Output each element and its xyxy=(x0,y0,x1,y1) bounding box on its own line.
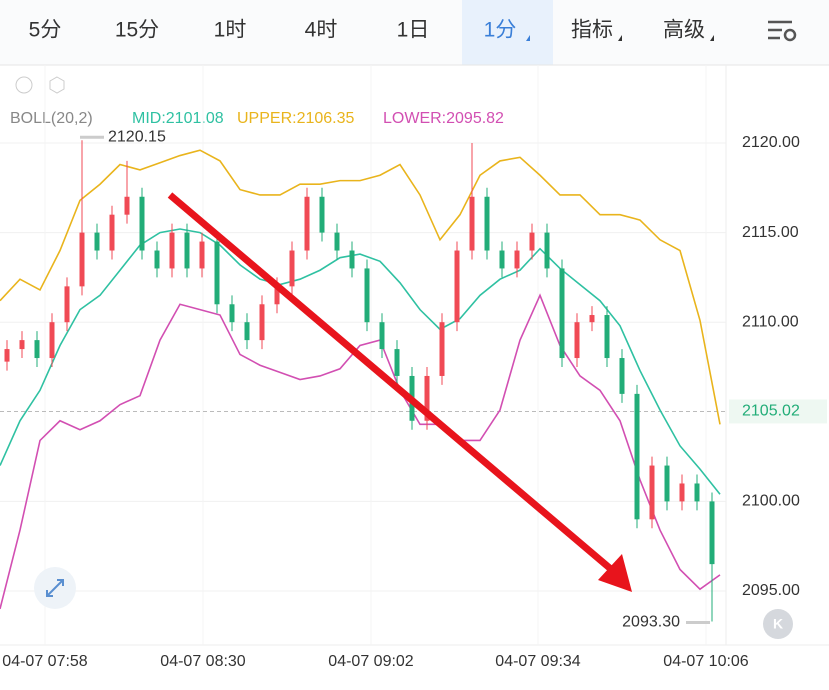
candle-body xyxy=(34,340,40,359)
dropdown-caret xyxy=(710,35,714,41)
x-tick-label: 04-07 08:30 xyxy=(160,653,246,670)
candle-body xyxy=(484,196,490,251)
candle-body xyxy=(109,214,115,251)
candle-body xyxy=(79,232,85,287)
candle-body xyxy=(604,315,610,359)
dropdown-caret xyxy=(618,35,622,41)
candle-body xyxy=(259,304,265,341)
x-tick-label: 04-07 10:06 xyxy=(663,653,749,670)
candle-body xyxy=(454,250,460,323)
gear-icon[interactable] xyxy=(49,76,65,94)
tab[interactable]: 指标 xyxy=(571,19,613,42)
candle-body xyxy=(169,232,175,269)
x-tick-label: 04-07 07:58 xyxy=(2,653,88,670)
candle-body xyxy=(514,250,520,269)
candle-body xyxy=(499,250,505,269)
candle-body xyxy=(334,232,340,251)
candle-body xyxy=(64,286,70,323)
expand-icon xyxy=(46,579,64,597)
candle-body xyxy=(379,322,385,350)
candle-body xyxy=(184,232,190,269)
indicator-upper: UPPER:2106.35 xyxy=(237,110,355,127)
indicator-lower: LOWER:2095.82 xyxy=(383,110,504,127)
tab[interactable]: 1分 xyxy=(484,19,517,42)
candle-body xyxy=(364,268,370,323)
active-tab-bg xyxy=(462,0,553,65)
y-tick-label: 2100.00 xyxy=(742,493,800,510)
indicator-mid: MID:2101.08 xyxy=(132,110,224,127)
candle-body xyxy=(19,340,25,350)
y-tick-label: 2110.00 xyxy=(742,313,799,330)
candle-body xyxy=(649,465,655,520)
y-tick-label: 2120.00 xyxy=(742,134,800,151)
candle-body xyxy=(244,322,250,341)
x-tick-label: 04-07 09:02 xyxy=(328,653,414,670)
tab[interactable]: 15分 xyxy=(115,19,159,42)
candle-body xyxy=(529,232,535,251)
candle-body xyxy=(94,232,100,251)
boll-line xyxy=(0,228,721,495)
tab[interactable]: 5分 xyxy=(29,19,62,42)
candle-body xyxy=(304,196,310,251)
dropdown-caret xyxy=(526,35,530,41)
x-tick-label: 04-07 09:34 xyxy=(495,653,581,670)
plot xyxy=(0,65,726,645)
candle-body xyxy=(139,196,145,251)
trend-arrow xyxy=(167,192,615,573)
toolbar xyxy=(0,0,829,65)
candle-body xyxy=(4,349,10,362)
current-price-label: 2105.02 xyxy=(742,403,800,420)
candle-body xyxy=(214,241,220,305)
tab[interactable]: 高级 xyxy=(663,19,705,42)
tab[interactable]: 4时 xyxy=(305,19,338,42)
candle-body xyxy=(709,501,715,565)
arrow-head xyxy=(598,554,632,592)
back-button[interactable] xyxy=(763,609,793,639)
candle-body xyxy=(589,315,595,323)
y-tick-label: 2115.00 xyxy=(742,224,799,241)
max-label: 2120.15 xyxy=(108,129,166,146)
candle-body xyxy=(49,322,55,359)
candle-body xyxy=(544,232,550,269)
candle-body xyxy=(349,250,355,269)
candle-body xyxy=(439,322,445,376)
settings-icon[interactable] xyxy=(768,20,797,42)
current-price-box xyxy=(729,399,827,424)
candle-body xyxy=(424,375,430,421)
back-icon: K xyxy=(773,616,783,632)
candle-body xyxy=(559,268,565,359)
y-tick-label: 2095.00 xyxy=(742,582,800,599)
tab[interactable]: 1日 xyxy=(397,19,430,42)
candle-body xyxy=(154,250,160,269)
candle-body xyxy=(619,358,625,394)
candle-body xyxy=(199,241,205,269)
candle-body xyxy=(394,349,400,376)
boll-line xyxy=(0,149,721,425)
candle-body xyxy=(574,322,580,359)
candle-body xyxy=(319,196,325,233)
candle-body xyxy=(664,465,670,502)
tab[interactable]: 1时 xyxy=(214,19,247,42)
min-label: 2093.30 xyxy=(622,614,680,631)
candle-body xyxy=(469,196,475,251)
collapse-icon[interactable] xyxy=(15,76,33,94)
indicator-name: BOLL(20,2) xyxy=(10,110,93,127)
candle-body xyxy=(694,483,700,502)
candle-body xyxy=(289,250,295,287)
candle-body xyxy=(229,304,235,323)
candle-body xyxy=(274,286,280,305)
candle-body xyxy=(634,393,640,520)
candle-body xyxy=(679,483,685,502)
candle-body xyxy=(124,196,130,215)
boll-line xyxy=(0,293,721,610)
